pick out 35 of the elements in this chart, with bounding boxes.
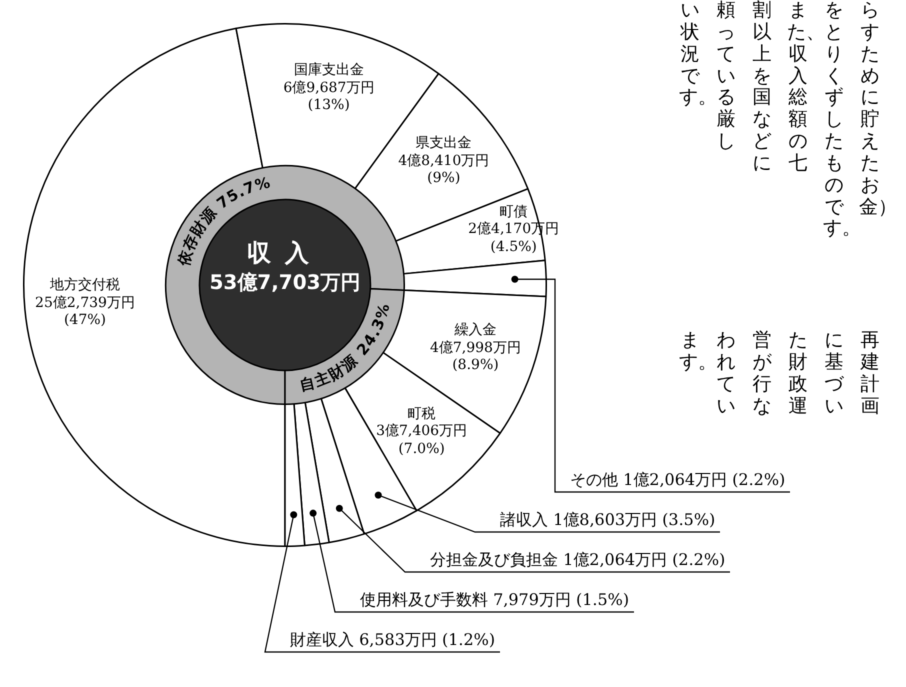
slice-label: 使用料及び手数料 7,979万円 [360,590,571,609]
data-label: (1.2%) [442,630,496,649]
slice-label: その他 1億2,064万円 [570,470,728,489]
slice-label: 繰入金 4億7,998万円 [430,322,521,356]
data-label: (7.0%) [398,440,445,457]
text: をとりくずしたものです。 [823,0,861,240]
slice-label: 財産収入 6,583万円 [290,630,437,649]
data-label: (47%) [64,312,106,328]
text: 営が行な [752,329,772,417]
data-label: (4.5%) [490,238,537,255]
data-label: (13%) [308,97,350,114]
slice-label: 地方交付税 25億2,739万円 [35,277,135,311]
data-label: (3.5%) [662,510,716,529]
data-label: (2.2%) [672,550,726,569]
data-label: (2.2%) [732,470,786,489]
text: 53億7,703万円 [208,269,362,296]
data-label: (9%) [427,170,460,186]
text: 割以上を国などに [752,0,772,176]
data-label: (1.5%) [576,590,630,609]
text: た財政運 [788,329,808,419]
text: 頼っている厳し [716,0,736,154]
text: らすために貯えたお金） [859,0,897,218]
text: に基づい [824,329,845,419]
text: 収入 [247,239,323,267]
text: われてい [716,329,736,417]
text: また、収入総額の七 [787,0,825,176]
text: 再建計画 [859,329,880,419]
slice-label: 町税 3億7,406万円 [376,406,468,440]
text: い状況です。 [679,0,717,110]
slice-label: 県支出金 4億8,410万円 [398,135,490,169]
text: ます。 [679,329,717,373]
slice-label: 国庫支出金 6億9,687万円 [283,62,374,96]
slice-label: 分担金及び負担金 1億2,064万円 [430,550,668,569]
slice-label: 諸収入 1億8,603万円 [500,510,658,529]
data-label: (8.9%) [452,357,499,374]
